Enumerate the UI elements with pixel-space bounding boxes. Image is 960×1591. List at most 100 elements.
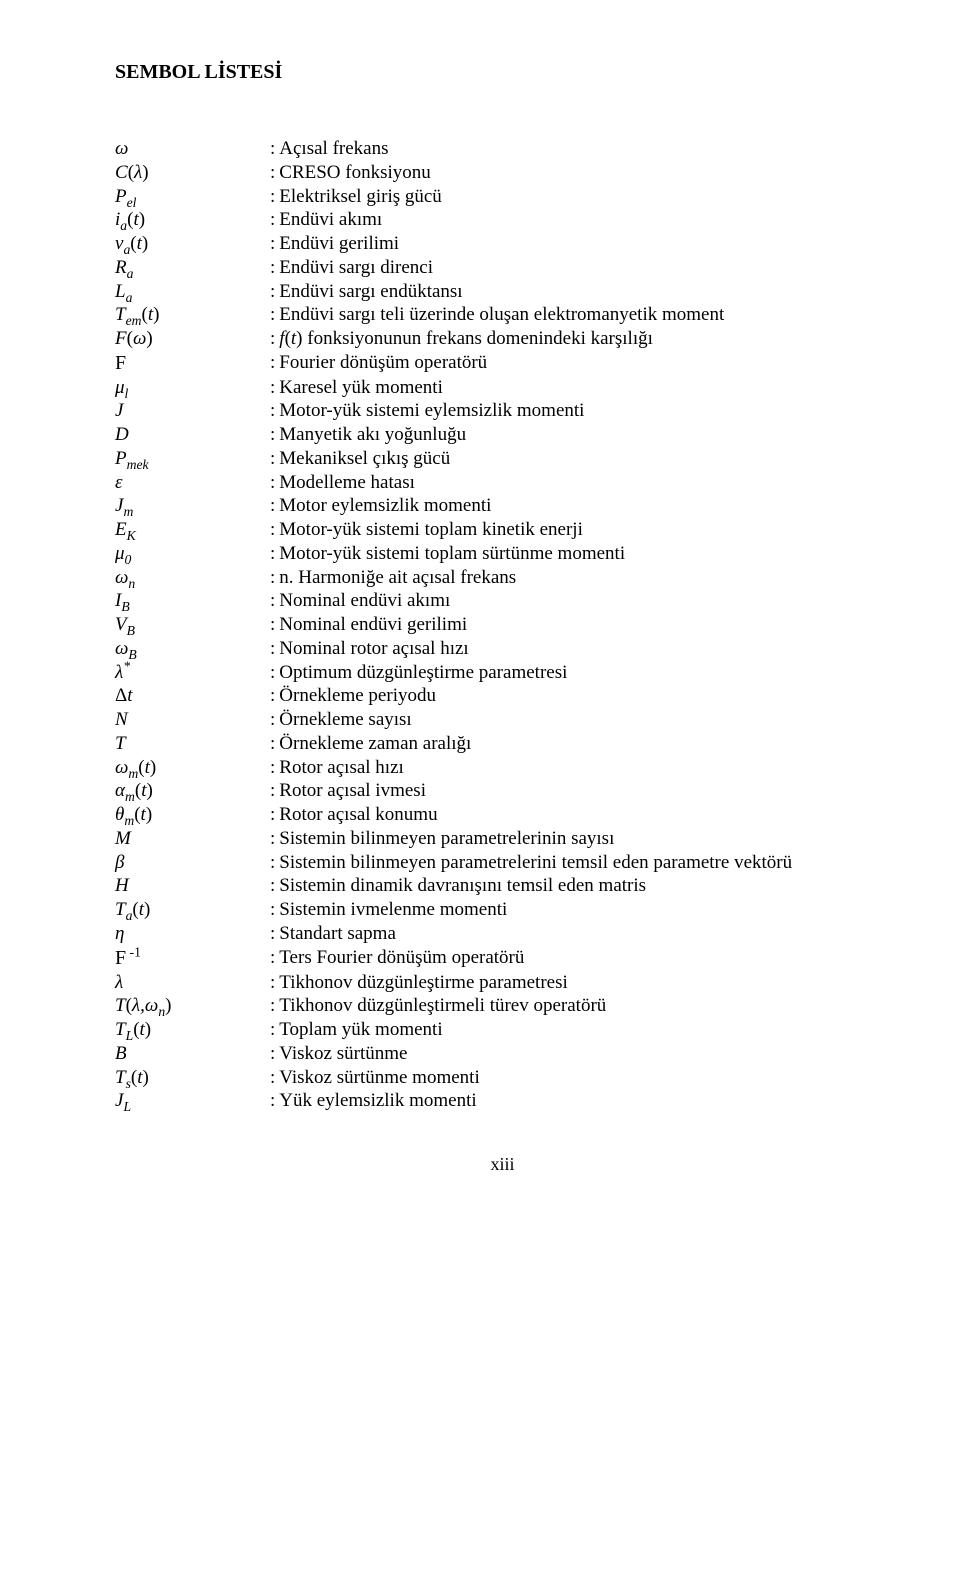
symbol-row: B:Viskoz sürtünme: [115, 1042, 890, 1066]
symbol-cell: D: [115, 423, 270, 447]
symbol-cell: B: [115, 1042, 270, 1066]
symbol-cell: M: [115, 827, 270, 851]
symbol-row: Jm:Motor eylemsizlik momenti: [115, 494, 890, 518]
symbol-cell: Pmek: [115, 447, 270, 471]
symbol-cell: La: [115, 280, 270, 304]
symbol-row: N:Örnekleme sayısı: [115, 708, 890, 732]
description-cell: :Tikhonov düzgünleştirmeli türev operatö…: [270, 994, 890, 1018]
symbol-cell: J: [115, 399, 270, 423]
symbol-row: αm(t):Rotor açısal ivmesi: [115, 779, 890, 803]
symbol-row: Δt:Örnekleme periyodu: [115, 684, 890, 708]
symbol-row: ω:Açısal frekans: [115, 137, 890, 161]
description-cell: :Standart sapma: [270, 922, 890, 946]
symbol-row: F(ω):f(t) fonksiyonunun frekans domenind…: [115, 327, 890, 351]
description-cell: :Tikhonov düzgünleştirme parametresi: [270, 971, 890, 995]
description-cell: :Yük eylemsizlik momenti: [270, 1089, 890, 1113]
symbol-row: H:Sistemin dinamik davranışını temsil ed…: [115, 874, 890, 898]
description-cell: :Nominal endüvi akımı: [270, 589, 890, 613]
symbol-cell: IB: [115, 589, 270, 613]
symbol-row: μ0:Motor-yük sistemi toplam sürtünme mom…: [115, 542, 890, 566]
symbol-row: Pmek:Mekaniksel çıkış gücü: [115, 447, 890, 471]
symbol-row: ωB:Nominal rotor açısal hızı: [115, 637, 890, 661]
symbol-cell: ωn: [115, 566, 270, 590]
symbol-row: va(t):Endüvi gerilimi: [115, 232, 890, 256]
symbol-row: ε:Modelleme hatası: [115, 471, 890, 495]
symbol-row: β:Sistemin bilinmeyen parametrelerini te…: [115, 851, 890, 875]
description-cell: :Endüvi sargı direnci: [270, 256, 890, 280]
description-cell: :Viskoz sürtünme: [270, 1042, 890, 1066]
description-cell: :Ters Fourier dönüşüm operatörü: [270, 946, 890, 971]
symbol-cell: αm(t): [115, 779, 270, 803]
description-cell: :Sistemin bilinmeyen parametrelerinin sa…: [270, 827, 890, 851]
page-number: xiii: [115, 1153, 890, 1176]
description-cell: :Viskoz sürtünme momenti: [270, 1066, 890, 1090]
symbol-row: Ts(t):Viskoz sürtünme momenti: [115, 1066, 890, 1090]
symbol-row: C(λ):CRESO fonksiyonu: [115, 161, 890, 185]
symbol-cell: ε: [115, 471, 270, 495]
description-cell: :Motor-yük sistemi toplam kinetik enerji: [270, 518, 890, 542]
description-cell: :Motor eylemsizlik momenti: [270, 494, 890, 518]
description-cell: :CRESO fonksiyonu: [270, 161, 890, 185]
description-cell: :Sistemin dinamik davranışını temsil ede…: [270, 874, 890, 898]
description-cell: :n. Harmoniğe ait açısal frekans: [270, 566, 890, 590]
symbol-row: Tem(t):Endüvi sargı teli üzerinde oluşan…: [115, 303, 890, 327]
symbol-cell: N: [115, 708, 270, 732]
description-cell: :Karesel yük momenti: [270, 376, 890, 400]
symbol-cell: θm(t): [115, 803, 270, 827]
symbol-row: T:Örnekleme zaman aralığı: [115, 732, 890, 756]
description-cell: :Endüvi gerilimi: [270, 232, 890, 256]
symbol-cell: F: [115, 351, 270, 376]
description-cell: :Nominal rotor açısal hızı: [270, 637, 890, 661]
description-cell: :Nominal endüvi gerilimi: [270, 613, 890, 637]
symbol-row: M:Sistemin bilinmeyen parametrelerinin s…: [115, 827, 890, 851]
description-cell: :Modelleme hatası: [270, 471, 890, 495]
symbol-row: La:Endüvi sargı endüktansı: [115, 280, 890, 304]
symbol-row: ωn:n. Harmoniğe ait açısal frekans: [115, 566, 890, 590]
symbol-cell: ωm(t): [115, 756, 270, 780]
description-cell: :Örnekleme sayısı: [270, 708, 890, 732]
symbol-cell: μl: [115, 376, 270, 400]
symbol-cell: C(λ): [115, 161, 270, 185]
description-cell: :Toplam yük momenti: [270, 1018, 890, 1042]
description-cell: :Motor-yük sistemi toplam sürtünme momen…: [270, 542, 890, 566]
symbol-row: EK:Motor-yük sistemi toplam kinetik ener…: [115, 518, 890, 542]
symbol-cell: VB: [115, 613, 270, 637]
symbol-row: Ra:Endüvi sargı direnci: [115, 256, 890, 280]
symbol-cell: F(ω): [115, 327, 270, 351]
symbol-cell: JL: [115, 1089, 270, 1113]
description-cell: :Rotor açısal ivmesi: [270, 779, 890, 803]
symbol-cell: ωB: [115, 637, 270, 661]
symbol-cell: va(t): [115, 232, 270, 256]
symbol-cell: TL(t): [115, 1018, 270, 1042]
symbol-cell: ia(t): [115, 208, 270, 232]
symbol-row: θm(t):Rotor açısal konumu: [115, 803, 890, 827]
description-cell: :Sistemin ivmelenme momenti: [270, 898, 890, 922]
symbol-row: JL:Yük eylemsizlik momenti: [115, 1089, 890, 1113]
description-cell: :Rotor açısal hızı: [270, 756, 890, 780]
symbol-row: Ta(t):Sistemin ivmelenme momenti: [115, 898, 890, 922]
symbol-cell: λ: [115, 971, 270, 995]
symbol-cell: Tem(t): [115, 303, 270, 327]
symbol-row: η:Standart sapma: [115, 922, 890, 946]
symbol-row: J:Motor-yük sistemi eylemsizlik momenti: [115, 399, 890, 423]
symbol-row: IB:Nominal endüvi akımı: [115, 589, 890, 613]
symbol-cell: Ra: [115, 256, 270, 280]
description-cell: :Elektriksel giriş gücü: [270, 185, 890, 209]
symbol-cell: η: [115, 922, 270, 946]
symbol-row: F:Fourier dönüşüm operatörü: [115, 351, 890, 376]
description-cell: :Endüvi sargı teli üzerinde oluşan elekt…: [270, 303, 890, 327]
symbol-cell: F -1: [115, 946, 270, 971]
symbol-row: ωm(t):Rotor açısal hızı: [115, 756, 890, 780]
symbol-cell: T(λ,ωn): [115, 994, 270, 1018]
symbol-row: Pel:Elektriksel giriş gücü: [115, 185, 890, 209]
description-cell: :Optimum düzgünleştirme parametresi: [270, 661, 890, 685]
symbol-cell: β: [115, 851, 270, 875]
description-cell: :Açısal frekans: [270, 137, 890, 161]
page-title: SEMBOL LİSTESİ: [115, 60, 890, 85]
symbol-row: T(λ,ωn):Tikhonov düzgünleştirmeli türev …: [115, 994, 890, 1018]
description-cell: :Endüvi akımı: [270, 208, 890, 232]
symbol-cell: μ0: [115, 542, 270, 566]
description-cell: :Örnekleme zaman aralığı: [270, 732, 890, 756]
symbol-cell: Ts(t): [115, 1066, 270, 1090]
symbol-cell: Jm: [115, 494, 270, 518]
